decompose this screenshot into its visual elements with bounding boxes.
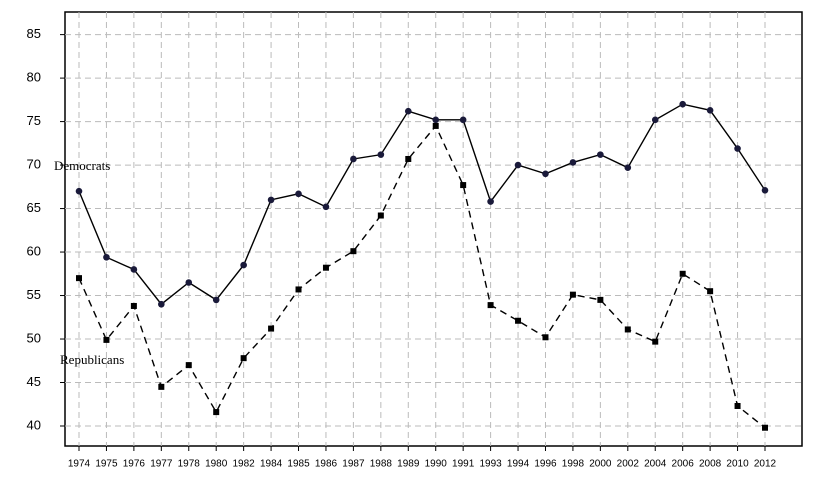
x-tick-label: 1975 — [95, 459, 118, 470]
point — [377, 212, 384, 219]
x-tick-label: 1976 — [123, 459, 146, 470]
point — [405, 155, 412, 162]
y-tick-label: 50 — [27, 330, 41, 345]
point — [679, 270, 686, 277]
point — [130, 266, 138, 273]
series-line — [78, 103, 766, 306]
point — [515, 317, 522, 324]
x-tick-label: 1996 — [534, 459, 557, 470]
point — [624, 164, 632, 171]
x-tick-label: 1985 — [287, 459, 310, 470]
series-line — [78, 124, 766, 429]
point — [432, 116, 440, 124]
point — [240, 355, 247, 362]
point — [734, 402, 741, 409]
y-tick-label: 75 — [27, 113, 41, 128]
point — [185, 362, 192, 369]
point — [542, 170, 549, 178]
y-tick-label: 45 — [27, 374, 41, 389]
x-tick-label: 1988 — [370, 459, 393, 470]
point — [597, 151, 604, 158]
point — [707, 288, 714, 295]
plot-frame — [64, 11, 803, 447]
point — [350, 248, 357, 255]
x-tick-label: 1987 — [342, 459, 365, 470]
point — [542, 334, 549, 341]
point — [652, 338, 659, 345]
point — [213, 409, 220, 416]
point — [624, 326, 631, 333]
point — [158, 300, 165, 308]
point — [130, 302, 137, 309]
x-tick-label: 2008 — [699, 459, 722, 470]
point — [377, 151, 385, 158]
x-tick-label: 1994 — [507, 459, 530, 470]
point — [761, 186, 769, 194]
x-tick-label: 1993 — [479, 459, 502, 470]
point — [158, 383, 165, 390]
point — [267, 196, 275, 204]
point — [185, 279, 193, 286]
point — [322, 203, 330, 211]
x-tick-label: 1990 — [425, 459, 448, 470]
point — [75, 187, 83, 195]
point — [103, 336, 110, 343]
series-label: Democrats — [54, 158, 110, 173]
x-tick-label: 1982 — [233, 459, 256, 470]
x-tick-label: 1989 — [397, 459, 420, 470]
series-label: Republicans — [60, 352, 124, 367]
point — [295, 190, 302, 198]
y-tick-label: 85 — [27, 26, 41, 41]
point — [432, 122, 439, 129]
x-tick-label: 2006 — [672, 459, 695, 470]
point — [679, 100, 686, 108]
point — [103, 253, 110, 261]
point — [569, 159, 577, 166]
x-tick-label: 2010 — [726, 459, 749, 470]
x-tick-label: 2000 — [589, 459, 612, 470]
point — [404, 107, 412, 115]
point — [295, 286, 302, 293]
point — [569, 291, 576, 298]
x-tick-label: 1977 — [150, 459, 173, 470]
point — [240, 261, 247, 269]
x-tick-label: 1974 — [68, 459, 91, 470]
x-tick-label: 1980 — [205, 459, 228, 470]
point — [322, 264, 329, 271]
x-tick-label: 2012 — [754, 459, 777, 470]
point — [706, 106, 714, 114]
x-tick-label: 1978 — [178, 459, 201, 470]
point — [76, 275, 82, 282]
y-tick-label: 70 — [27, 157, 41, 172]
point — [212, 296, 220, 304]
point — [487, 302, 494, 309]
y-tick-label: 40 — [27, 417, 41, 432]
point — [734, 145, 741, 152]
y-tick-label: 60 — [27, 243, 41, 258]
point — [514, 161, 522, 169]
x-tick-label: 2004 — [644, 459, 667, 470]
x-tick-label: 2002 — [617, 459, 640, 470]
point — [597, 296, 604, 303]
y-tick-label: 80 — [27, 70, 41, 85]
y-tick-label: 55 — [27, 287, 41, 302]
point — [487, 198, 494, 205]
x-tick-label: 1986 — [315, 459, 338, 470]
point — [459, 116, 467, 124]
point — [762, 424, 768, 431]
y-tick-label: 65 — [27, 200, 41, 215]
point — [268, 325, 275, 332]
point — [460, 182, 467, 189]
point — [350, 155, 357, 163]
x-tick-label: 1991 — [452, 459, 475, 470]
x-tick-label: 1984 — [260, 459, 283, 470]
point — [651, 116, 659, 124]
x-tick-label: 1998 — [562, 459, 585, 470]
